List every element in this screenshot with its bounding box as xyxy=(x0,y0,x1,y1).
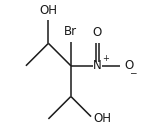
Text: −: − xyxy=(129,68,136,77)
Text: +: + xyxy=(102,54,109,63)
Text: OH: OH xyxy=(93,112,111,125)
Text: N: N xyxy=(93,59,102,72)
Text: Br: Br xyxy=(64,25,77,38)
Text: O: O xyxy=(124,59,133,72)
Text: O: O xyxy=(93,26,102,39)
Text: OH: OH xyxy=(39,4,57,17)
